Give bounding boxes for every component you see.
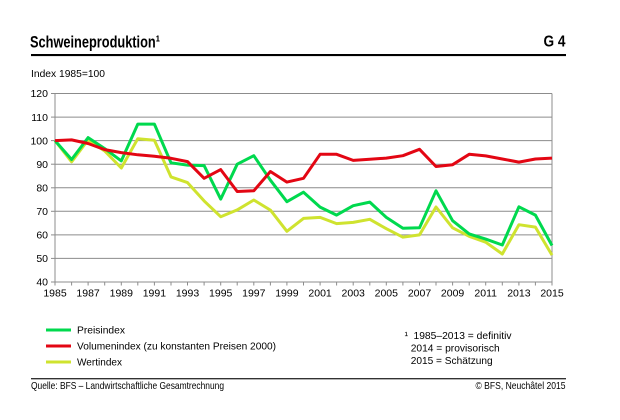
svg-text:Schweineproduktion¹: Schweineproduktion¹ bbox=[30, 34, 160, 52]
svg-text:2005: 2005 bbox=[375, 288, 399, 300]
svg-text:1991: 1991 bbox=[143, 288, 167, 300]
svg-text:50: 50 bbox=[36, 253, 48, 265]
svg-text:2015: 2015 bbox=[540, 288, 564, 300]
svg-text:1989: 1989 bbox=[110, 288, 134, 300]
svg-text:¹: ¹ bbox=[405, 330, 409, 342]
svg-text:Volumenindex (zu konstanten Pr: Volumenindex (zu konstanten Preisen 2000… bbox=[77, 341, 276, 353]
svg-text:1995: 1995 bbox=[209, 288, 233, 300]
svg-text:2015 = Schätzung: 2015 = Schätzung bbox=[411, 355, 493, 367]
svg-text:1985: 1985 bbox=[43, 288, 67, 300]
svg-text:90: 90 bbox=[36, 159, 48, 171]
svg-text:2001: 2001 bbox=[308, 288, 332, 300]
svg-text:1999: 1999 bbox=[275, 288, 299, 300]
svg-text:60: 60 bbox=[36, 230, 48, 242]
svg-text:2003: 2003 bbox=[342, 288, 366, 300]
svg-text:G 4: G 4 bbox=[544, 34, 566, 51]
svg-text:1997: 1997 bbox=[242, 288, 266, 300]
svg-text:80: 80 bbox=[36, 183, 48, 195]
svg-text:Wertindex: Wertindex bbox=[77, 357, 123, 369]
svg-text:Quelle: BFS – Landwirtschaftli: Quelle: BFS – Landwirtschaftliche Gesamt… bbox=[31, 380, 224, 392]
svg-text:2011: 2011 bbox=[474, 288, 497, 300]
svg-text:110: 110 bbox=[31, 112, 48, 124]
svg-text:1987: 1987 bbox=[76, 288, 100, 300]
svg-text:1985–2013 = definitiv: 1985–2013 = definitiv bbox=[414, 330, 513, 342]
svg-text:2007: 2007 bbox=[408, 288, 432, 300]
svg-text:1993: 1993 bbox=[176, 288, 200, 300]
svg-text:120: 120 bbox=[30, 88, 48, 100]
svg-text:100: 100 bbox=[30, 135, 48, 147]
svg-text:2013: 2013 bbox=[507, 288, 531, 300]
svg-text:2009: 2009 bbox=[441, 288, 465, 300]
svg-text:40: 40 bbox=[36, 277, 48, 289]
svg-text:© BFS, Neuchâtel 2015: © BFS, Neuchâtel 2015 bbox=[476, 380, 566, 392]
svg-text:2014 = provisorisch: 2014 = provisorisch bbox=[411, 343, 500, 355]
svg-text:Index 1985=100: Index 1985=100 bbox=[31, 68, 105, 80]
svg-text:70: 70 bbox=[36, 206, 48, 218]
svg-text:Preisindex: Preisindex bbox=[77, 325, 126, 337]
